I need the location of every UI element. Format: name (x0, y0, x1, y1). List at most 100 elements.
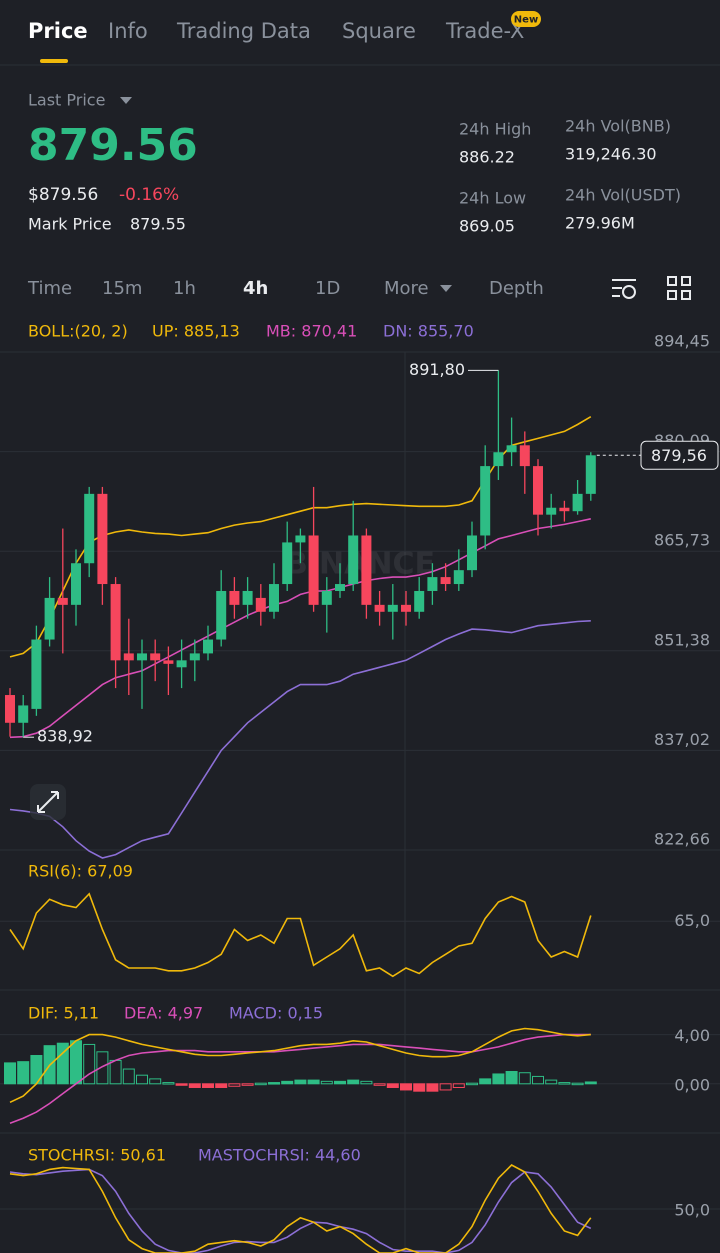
boll-up-legend: UP: 885,13 (152, 322, 240, 341)
interval[interactable]: 1D (315, 278, 340, 299)
macd-bar (70, 1040, 82, 1085)
candle-body (361, 535, 372, 605)
macd-bar (545, 1079, 558, 1085)
macd-bar (532, 1075, 544, 1085)
macd-bar (175, 1083, 188, 1086)
mark-price: 879.55 (130, 215, 186, 234)
macd-bar (122, 1068, 135, 1085)
macd-bar (136, 1074, 148, 1085)
current-price-box (640, 440, 719, 470)
candle-body (5, 695, 15, 723)
current-price-label: 879,56 (651, 446, 707, 465)
interval[interactable]: 1h (173, 278, 196, 299)
stat-value: 279.96M (565, 214, 635, 233)
interval[interactable]: 15m (102, 278, 142, 299)
candle-body (453, 570, 464, 585)
candle-body (467, 535, 477, 571)
candle-body (335, 584, 345, 591)
interval[interactable]: 4h (243, 278, 268, 299)
settings-icon[interactable] (612, 279, 636, 299)
k-line (9, 1164, 592, 1253)
candle-body (493, 452, 504, 467)
candle-body (176, 660, 187, 668)
y-tick-label: 851,38 (654, 630, 710, 649)
y-tick-label: 4,00 (674, 1026, 710, 1045)
interval[interactable]: Time (27, 278, 72, 299)
tab[interactable]: Trade-X (445, 19, 524, 43)
y-tick-label: 65,0 (674, 911, 710, 930)
candle-body (44, 597, 55, 640)
candle-body (71, 563, 81, 605)
candle-body (401, 604, 411, 612)
mastochrsi-legend: MASTOCHRSI: 44,60 (198, 1146, 361, 1165)
mark-price-label: Mark Price (28, 215, 112, 234)
y-tick-label: 865,73 (654, 531, 710, 550)
expand-icon (37, 791, 59, 813)
interval[interactable]: Depth (489, 278, 544, 299)
candle-body (585, 455, 596, 494)
candle-body (387, 604, 398, 612)
caret (440, 285, 452, 292)
stat-label: 24h Vol(BNB) (565, 117, 671, 136)
macd-bar (202, 1083, 214, 1088)
macd-bar (571, 1082, 584, 1086)
stat-value: 886.22 (459, 148, 515, 167)
candle-body (57, 597, 68, 605)
candle-body (31, 639, 42, 709)
stat-label: 24h Low (459, 189, 526, 208)
macd-bar (228, 1083, 241, 1087)
candle-body (440, 577, 451, 585)
candle-body (427, 577, 438, 591)
candle-body (295, 535, 306, 543)
candle-body (110, 584, 121, 661)
macd-bar (162, 1082, 175, 1085)
macd-bar (188, 1083, 201, 1088)
macd-bar (426, 1083, 439, 1092)
y-tick-label: 822,66 (654, 830, 710, 849)
last-price: 879.56 (28, 120, 198, 171)
boll_dn-line (9, 620, 591, 859)
macd-bar (518, 1072, 531, 1085)
stat-value: 319,246.30 (565, 145, 657, 164)
candle-body (163, 660, 174, 664)
candle-body (150, 653, 161, 661)
candle-body (546, 507, 557, 515)
boll-legend: BOLL:(20, 2) (28, 322, 128, 341)
macd-bar (452, 1083, 465, 1088)
macd-bar (492, 1073, 505, 1085)
last-price-label[interactable]: Last Price (28, 91, 105, 110)
caret (120, 97, 132, 104)
dif-line (9, 1027, 591, 1104)
macd-legend: MACD: 0,15 (229, 1004, 323, 1023)
tab[interactable]: Info (108, 19, 148, 43)
badge (511, 11, 541, 27)
candle-body (321, 590, 332, 605)
values-line (9, 892, 592, 978)
macd-bar (56, 1042, 69, 1085)
macd-bar (96, 1051, 109, 1085)
candle-body (137, 653, 147, 661)
macd-bar (149, 1078, 162, 1085)
tab[interactable]: Trading Data (176, 19, 311, 43)
macd-bar (281, 1080, 294, 1085)
tab-indicator (40, 59, 68, 63)
stat-label: 24h Vol(USDT) (565, 186, 681, 205)
candle-body (572, 493, 583, 512)
boll-dn-legend: DN: 855,70 (383, 322, 474, 341)
badge-text: New (514, 15, 538, 26)
tab[interactable]: Square (342, 19, 416, 43)
macd-bar (307, 1079, 320, 1085)
boll_mb-line (9, 518, 591, 739)
layout-icon[interactable] (667, 276, 691, 300)
candle-body (18, 705, 29, 723)
dea-legend: DEA: 4,97 (124, 1004, 203, 1023)
macd-bar (505, 1071, 518, 1085)
macd-bar (334, 1080, 346, 1085)
usd-price: $879.56 (28, 185, 98, 205)
candle-body (123, 653, 134, 661)
candle-body (374, 604, 385, 612)
interval[interactable]: More (384, 278, 429, 299)
dea-line (9, 1033, 591, 1124)
tab[interactable]: Price (28, 19, 88, 43)
macd-bar (294, 1079, 307, 1085)
